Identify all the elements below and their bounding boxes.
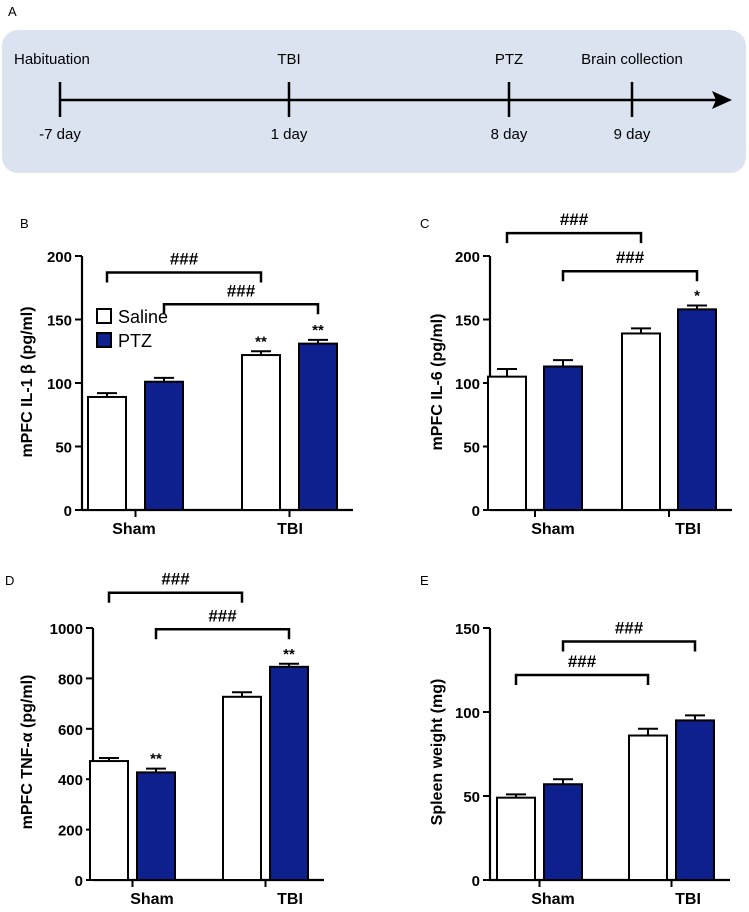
x-category-label: TBI <box>675 891 701 908</box>
bar-ptz-sham <box>136 771 176 881</box>
y-tick-label: 50 <box>55 440 72 457</box>
bar-saline-tbi <box>222 695 262 882</box>
y-axis-label: Spleen weight (mg) <box>429 679 446 826</box>
bar-ptz-tbi <box>298 342 338 511</box>
y-axis-label: mPFC IL-6 (pg/ml) <box>429 314 446 451</box>
panel-d-letter: D <box>5 573 14 588</box>
significance-stars: ** <box>255 333 267 350</box>
timeline-day-label: 1 day <box>271 126 308 143</box>
x-category-label: TBI <box>675 521 701 538</box>
significance-bracket <box>505 231 643 244</box>
legend-label: Saline <box>118 307 168 327</box>
significance-hash-label: ### <box>161 570 190 589</box>
x-category-label: TBI <box>277 891 303 908</box>
bar-saline-sham <box>487 375 527 511</box>
y-tick-label: 50 <box>463 789 480 806</box>
panel-e-letter: E <box>420 573 429 588</box>
timeline-event-label: TBI <box>277 51 300 68</box>
bar-ptz-tbi <box>677 308 717 511</box>
y-tick-label: 1000 <box>50 621 83 638</box>
significance-bracket <box>561 640 697 652</box>
significance-bracket <box>154 628 291 640</box>
chart-tnfa: 0 200 400 600 800 1000 Sham TBI mPFC TNF-α (pg/m… <box>19 570 324 908</box>
bar-saline-tbi <box>628 734 668 882</box>
y-tick-label: 50 <box>463 440 480 457</box>
chart-il1b: 0 50 100 150 200 Sham TBI mPFC IL-1 β (pg/ml) **… <box>19 249 353 538</box>
y-tick-label: 200 <box>455 249 480 266</box>
timeline-background <box>2 30 746 173</box>
timeline-day-label: 9 day <box>614 126 651 143</box>
x-category-label: Sham <box>130 891 174 908</box>
y-tick-label: 150 <box>47 313 72 330</box>
significance-bracket <box>162 303 320 315</box>
panel-c-letter: C <box>420 216 429 231</box>
legend-label: PTZ <box>118 331 152 351</box>
y-tick-label: 100 <box>455 376 480 393</box>
timeline-day-label: 8 day <box>491 126 528 143</box>
timeline-arrow-head <box>712 91 732 109</box>
y-tick-label: 800 <box>58 671 83 688</box>
bar-ptz-sham <box>543 365 583 511</box>
bar-saline-tbi <box>621 332 661 511</box>
bar-ptz-tbi <box>269 665 309 881</box>
x-category-label: Sham <box>531 521 575 538</box>
significance-hash-label: ### <box>560 210 589 229</box>
significance-stars: ** <box>312 322 324 339</box>
significance-stars: * <box>694 288 700 305</box>
significance-hash-label: ### <box>227 281 256 300</box>
chart-spleen-weight: 0 50 100 150 Sham TBI Spleen weight (mg) ### ### <box>429 618 730 908</box>
y-tick-label: 150 <box>455 621 480 638</box>
y-tick-label: 0 <box>472 873 480 890</box>
timeline-event-label: Habituation <box>14 51 90 68</box>
significance-bracket <box>107 591 244 603</box>
y-axis-label: mPFC TNF-α (pg/ml) <box>19 675 36 830</box>
bar-ptz-tbi <box>675 719 715 882</box>
timeline-day-label: -7 day <box>39 126 81 143</box>
y-tick-label: 200 <box>47 249 72 266</box>
x-category-label: Sham <box>112 521 156 538</box>
y-axis-label: mPFC IL-1 β (pg/ml) <box>19 306 36 457</box>
panel-b-letter: B <box>20 216 29 231</box>
significance-hash-label: ### <box>208 606 237 625</box>
significance-hash-label: ### <box>615 618 644 637</box>
bar-saline-sham <box>87 395 127 511</box>
bar-saline-tbi <box>241 354 281 511</box>
y-tick-label: 600 <box>58 722 83 739</box>
y-tick-label: 400 <box>58 772 83 789</box>
panel-a-timeline: A Habituation -7 day TBI 1 day PTZ 8 day Brain… <box>2 4 746 173</box>
chart-il6: 0 50 100 150 200 Sham TBI mPFC IL-6 (pg/ml) * ###… <box>429 210 732 538</box>
bar-ptz-sham <box>144 380 184 512</box>
y-tick-label: 0 <box>472 503 480 520</box>
bar-ptz-sham <box>543 783 583 881</box>
timeline-event-label: PTZ <box>495 51 523 68</box>
significance-hash-label: ### <box>170 250 199 269</box>
x-category-label: Sham <box>531 891 575 908</box>
y-tick-label: 100 <box>455 705 480 722</box>
bar-saline-sham <box>496 796 536 881</box>
significance-hash-label: ### <box>616 248 645 267</box>
timeline-event-label: Brain collection <box>581 51 683 68</box>
significance-hash-label: ### <box>568 652 597 671</box>
y-tick-label: 200 <box>58 823 83 840</box>
legend-swatch-saline <box>96 308 112 324</box>
significance-stars: ** <box>150 751 162 768</box>
legend-swatch-ptz <box>96 332 112 348</box>
panel-a-letter: A <box>8 4 17 19</box>
y-tick-label: 0 <box>64 503 72 520</box>
significance-bracket <box>105 271 263 283</box>
significance-bracket <box>561 269 699 282</box>
y-tick-label: 150 <box>455 313 480 330</box>
significance-stars: ** <box>283 646 295 663</box>
bar-saline-sham <box>89 760 129 882</box>
significance-bracket <box>514 673 650 686</box>
x-category-label: TBI <box>277 521 303 538</box>
y-tick-label: 100 <box>47 376 72 393</box>
y-tick-label: 0 <box>75 873 83 890</box>
